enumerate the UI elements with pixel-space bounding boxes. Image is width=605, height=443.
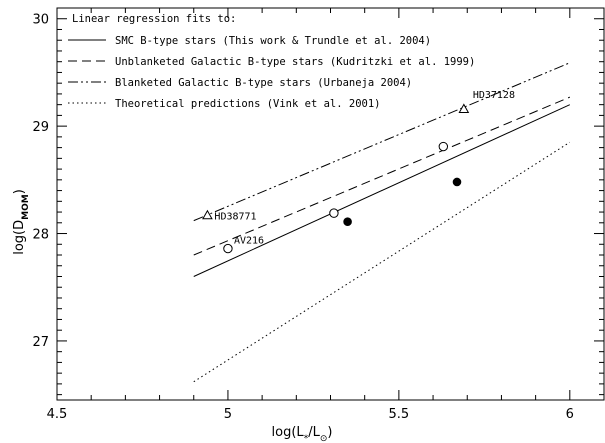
axis-ticks: 4.5 5 5.5 6 27 28 29 30 bbox=[32, 7, 605, 422]
fit-line-dash-dot-dot bbox=[193, 62, 571, 222]
triangle-point bbox=[458, 103, 470, 113]
fit-line-dashed bbox=[193, 96, 571, 256]
x-tick-label: 5 bbox=[224, 407, 232, 422]
x-tick-label: 5.5 bbox=[389, 407, 410, 422]
legend-entry: Theoretical predictions (Vink et al. 200… bbox=[115, 98, 381, 110]
legend-entry: Unblanketed Galactic B-type stars (Kudri… bbox=[115, 56, 475, 68]
open-circle-point bbox=[329, 208, 339, 218]
filled-circle-point bbox=[343, 217, 352, 227]
regression-lines bbox=[193, 62, 571, 383]
open-circle-point bbox=[223, 243, 233, 254]
y-tick-label: 29 bbox=[32, 120, 49, 135]
point-annotations: HD38771 HD37128 AV216 bbox=[214, 90, 515, 247]
legend-title: Linear regression fits to: bbox=[72, 13, 236, 25]
legend-entry: SMC B-type stars (This work & Trundle et… bbox=[115, 35, 431, 47]
fit-line-solid bbox=[193, 104, 571, 277]
y-tick-label: 28 bbox=[32, 228, 49, 243]
open-circle-point bbox=[438, 141, 449, 152]
legend-entry: Blanketed Galactic B-type stars (Urbanej… bbox=[115, 77, 412, 89]
fit-line-dotted bbox=[193, 141, 571, 383]
filled-circle-point bbox=[452, 177, 462, 187]
y-tick-label: 27 bbox=[32, 335, 49, 350]
data-points bbox=[202, 103, 470, 254]
point-label: HD38771 bbox=[214, 211, 256, 222]
point-label: AV216 bbox=[234, 236, 264, 247]
y-axis-title: log(DMOM) bbox=[12, 189, 31, 255]
y-tick-label: 30 bbox=[32, 13, 49, 28]
legend: Linear regression fits to: SMC B-type sta… bbox=[68, 13, 475, 110]
x-axis-title: log(L*/L⊙) bbox=[272, 425, 333, 443]
point-label: HD37128 bbox=[473, 90, 515, 101]
x-tick-label: 4.5 bbox=[47, 407, 68, 422]
x-tick-label: 6 bbox=[566, 407, 574, 422]
triangle-point bbox=[202, 209, 213, 220]
